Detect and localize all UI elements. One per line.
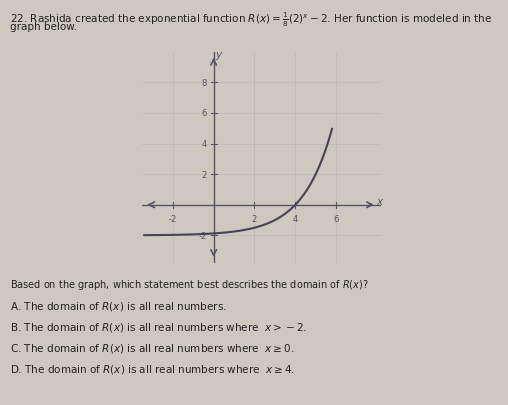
Text: -2: -2 [169, 214, 177, 224]
Text: 6: 6 [333, 214, 339, 224]
Text: Based on the graph, which statement best describes the domain of $R(x)$?: Based on the graph, which statement best… [10, 277, 369, 291]
Text: A. The domain of $R(x)$ is all real numbers.: A. The domain of $R(x)$ is all real numb… [10, 299, 227, 312]
Text: -2: -2 [198, 231, 207, 240]
Text: 4: 4 [293, 214, 298, 224]
Text: 2: 2 [201, 170, 207, 179]
Text: graph below.: graph below. [10, 22, 77, 32]
Text: 4: 4 [201, 140, 207, 149]
Text: 2: 2 [252, 214, 257, 224]
Text: B. The domain of $R(x)$ is all real numbers where  $x > -2$.: B. The domain of $R(x)$ is all real numb… [10, 320, 307, 333]
Text: D. The domain of $R(x)$ is all real numbers where  $x \geq 4$.: D. The domain of $R(x)$ is all real numb… [10, 362, 295, 375]
Text: 22. Rashida created the exponential function $R(x) = \frac{1}{8}(2)^x - 2$. Her : 22. Rashida created the exponential func… [10, 10, 492, 28]
Text: 8: 8 [201, 79, 207, 87]
Text: x: x [376, 196, 382, 207]
Text: 6: 6 [201, 109, 207, 118]
Text: y: y [216, 50, 222, 60]
Text: C. The domain of $R(x)$ is all real numbers where  $x \geq 0$.: C. The domain of $R(x)$ is all real numb… [10, 341, 295, 354]
